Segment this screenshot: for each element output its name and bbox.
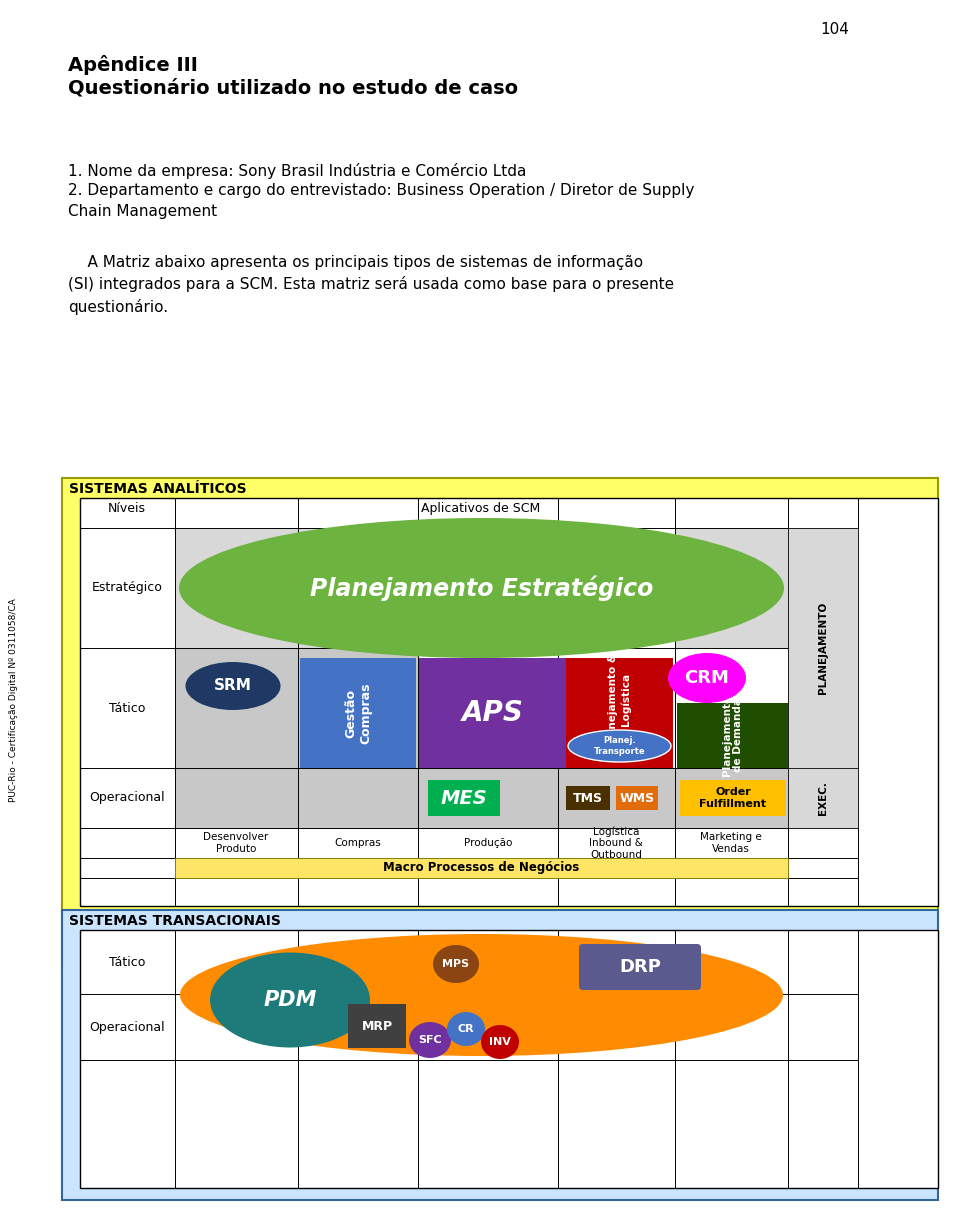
Text: APS: APS — [462, 699, 523, 727]
FancyBboxPatch shape — [62, 910, 938, 1200]
Ellipse shape — [447, 1012, 485, 1046]
FancyBboxPatch shape — [788, 528, 858, 768]
Text: Operacional: Operacional — [89, 1021, 165, 1034]
Text: Planejamento Estratégico: Planejamento Estratégico — [310, 576, 653, 601]
Text: CRM: CRM — [684, 669, 730, 687]
Text: 104: 104 — [820, 22, 849, 38]
Text: Desenvolver
Produto: Desenvolver Produto — [204, 833, 269, 853]
Ellipse shape — [179, 518, 784, 658]
Text: Apêndice III: Apêndice III — [68, 55, 198, 75]
FancyBboxPatch shape — [300, 658, 416, 768]
FancyBboxPatch shape — [175, 858, 788, 877]
Text: Níveis: Níveis — [108, 502, 146, 515]
Text: Estratégico: Estratégico — [91, 582, 162, 595]
Text: 1. Nome da empresa: Sony Brasil Indústria e Comércio Ltda: 1. Nome da empresa: Sony Brasil Indústri… — [68, 162, 526, 179]
Text: A Matriz abaixo apresenta os principais tipos de sistemas de informação
(SI) int: A Matriz abaixo apresenta os principais … — [68, 255, 674, 315]
Text: PUC-Rio - Certificação Digital Nº 0311058/CA: PUC-Rio - Certificação Digital Nº 031105… — [10, 599, 18, 802]
Text: Aplicativos de SCM: Aplicativos de SCM — [421, 502, 540, 515]
FancyBboxPatch shape — [566, 658, 673, 768]
Text: SISTEMAS TRANSACIONAIS: SISTEMAS TRANSACIONAIS — [69, 914, 281, 928]
Text: TMS: TMS — [573, 791, 603, 805]
Text: Tático: Tático — [108, 702, 145, 715]
FancyBboxPatch shape — [680, 781, 786, 816]
Text: SISTEMAS ANALÍTICOS: SISTEMAS ANALÍTICOS — [69, 482, 247, 496]
FancyBboxPatch shape — [80, 498, 938, 907]
Text: Planejamento
de Demanda: Planejamento de Demanda — [722, 694, 743, 776]
Ellipse shape — [185, 662, 280, 710]
Text: Logística
Inbound &
Outbound: Logística Inbound & Outbound — [589, 827, 643, 859]
FancyBboxPatch shape — [675, 528, 788, 648]
Text: Order
Fulfillment: Order Fulfillment — [700, 788, 766, 808]
Ellipse shape — [433, 945, 479, 983]
Text: DRP: DRP — [619, 957, 660, 976]
Ellipse shape — [409, 1022, 451, 1058]
FancyBboxPatch shape — [566, 787, 610, 810]
Text: EXEC.: EXEC. — [818, 781, 828, 814]
Text: Compras: Compras — [335, 837, 381, 848]
Text: Planej.
Transporte: Planej. Transporte — [593, 737, 645, 756]
Text: CR: CR — [458, 1024, 474, 1034]
Text: 2. Departamento e cargo do entrevistado: Business Operation / Diretor de Supply
: 2. Departamento e cargo do entrevistado:… — [68, 183, 694, 219]
Text: Operacional: Operacional — [89, 791, 165, 805]
FancyBboxPatch shape — [175, 648, 418, 768]
Text: Macro Processos de Negócios: Macro Processos de Negócios — [383, 862, 579, 875]
Ellipse shape — [568, 730, 671, 762]
Text: Produção: Produção — [464, 837, 513, 848]
Ellipse shape — [180, 934, 783, 1056]
FancyBboxPatch shape — [348, 1004, 406, 1048]
Text: MRP: MRP — [361, 1019, 393, 1033]
FancyBboxPatch shape — [788, 768, 858, 828]
Text: Planejamento &
Logística: Planejamento & Logística — [609, 653, 631, 747]
FancyBboxPatch shape — [419, 658, 566, 768]
FancyBboxPatch shape — [579, 944, 701, 990]
Text: PDM: PDM — [263, 990, 317, 1010]
Text: MES: MES — [441, 789, 488, 807]
Ellipse shape — [210, 953, 370, 1047]
FancyBboxPatch shape — [677, 703, 788, 768]
Text: MPS: MPS — [443, 959, 469, 970]
Ellipse shape — [481, 1025, 519, 1059]
Text: WMS: WMS — [619, 791, 655, 805]
FancyBboxPatch shape — [175, 768, 788, 828]
FancyBboxPatch shape — [62, 478, 938, 970]
FancyBboxPatch shape — [428, 781, 500, 816]
Ellipse shape — [668, 653, 746, 703]
FancyBboxPatch shape — [616, 787, 658, 810]
Text: Questionário utilizado no estudo de caso: Questionário utilizado no estudo de caso — [68, 78, 518, 97]
Text: Gestão
Compras: Gestão Compras — [344, 682, 372, 744]
FancyBboxPatch shape — [175, 528, 418, 648]
Text: Marketing e
Vendas: Marketing e Vendas — [700, 833, 762, 853]
Text: PLANEJAMENTO: PLANEJAMENTO — [818, 602, 828, 694]
Text: Tático: Tático — [108, 955, 145, 968]
Text: INV: INV — [489, 1037, 511, 1047]
FancyBboxPatch shape — [80, 930, 938, 1188]
Text: SFC: SFC — [419, 1035, 442, 1045]
Text: SRM: SRM — [214, 679, 252, 693]
